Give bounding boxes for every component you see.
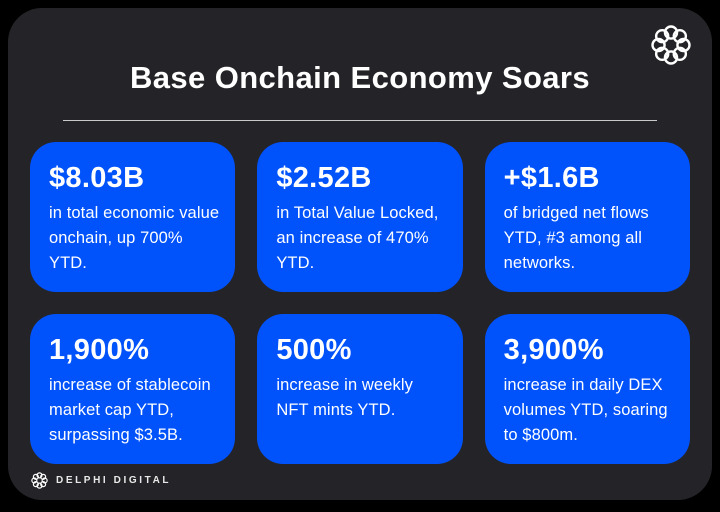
stat-description: increase in daily DEX volumes YTD, soari… <box>503 376 668 444</box>
stat-card-nft-mints: 500% increase in weekly NFT mints YTD. <box>257 313 463 464</box>
page-title: Base Onchain Economy Soars <box>129 60 591 95</box>
stat-card-stablecoin: 1,900% increase of stablecoin market cap… <box>30 313 236 464</box>
stat-description: in Total Value Locked, an increase of 47… <box>276 204 439 272</box>
brand-wordmark: DELPHI DIGITAL <box>56 474 172 486</box>
footer-brand: DELPHI DIGITAL <box>30 469 171 491</box>
stat-value: +$1.6B <box>503 161 600 194</box>
stat-description: increase in weekly NFT mints YTD. <box>276 376 413 419</box>
stat-card-bridged-flows: +$1.6B of bridged net flows YTD, #3 amon… <box>484 141 690 292</box>
stat-card-dex-volume: 3,900% increase in daily DEX volumes YTD… <box>484 313 690 464</box>
delphi-ring-logo-small-icon <box>30 471 49 490</box>
stats-grid: $8.03B in total economic value onchain, … <box>30 141 690 464</box>
stat-description: of bridged net flows YTD, #3 among all n… <box>503 204 649 272</box>
stat-value: 1,900% <box>49 333 150 366</box>
stat-card-economic-value: $8.03B in total economic value onchain, … <box>30 141 236 292</box>
stat-card-tvl: $2.52B in Total Value Locked, an increas… <box>257 141 463 292</box>
stat-description: increase of stablecoin market cap YTD, s… <box>49 376 211 444</box>
stat-value: $2.52B <box>276 161 372 194</box>
infographic-panel: Base Onchain Economy Soars $8.03B in tot… <box>8 8 712 500</box>
stat-value: $8.03B <box>49 161 145 194</box>
stat-value: 500% <box>276 333 352 366</box>
title-divider <box>63 119 657 121</box>
stat-description: in total economic value onchain, up 700%… <box>49 204 220 272</box>
delphi-ring-logo-icon <box>648 22 694 68</box>
stat-value: 3,900% <box>503 333 604 366</box>
